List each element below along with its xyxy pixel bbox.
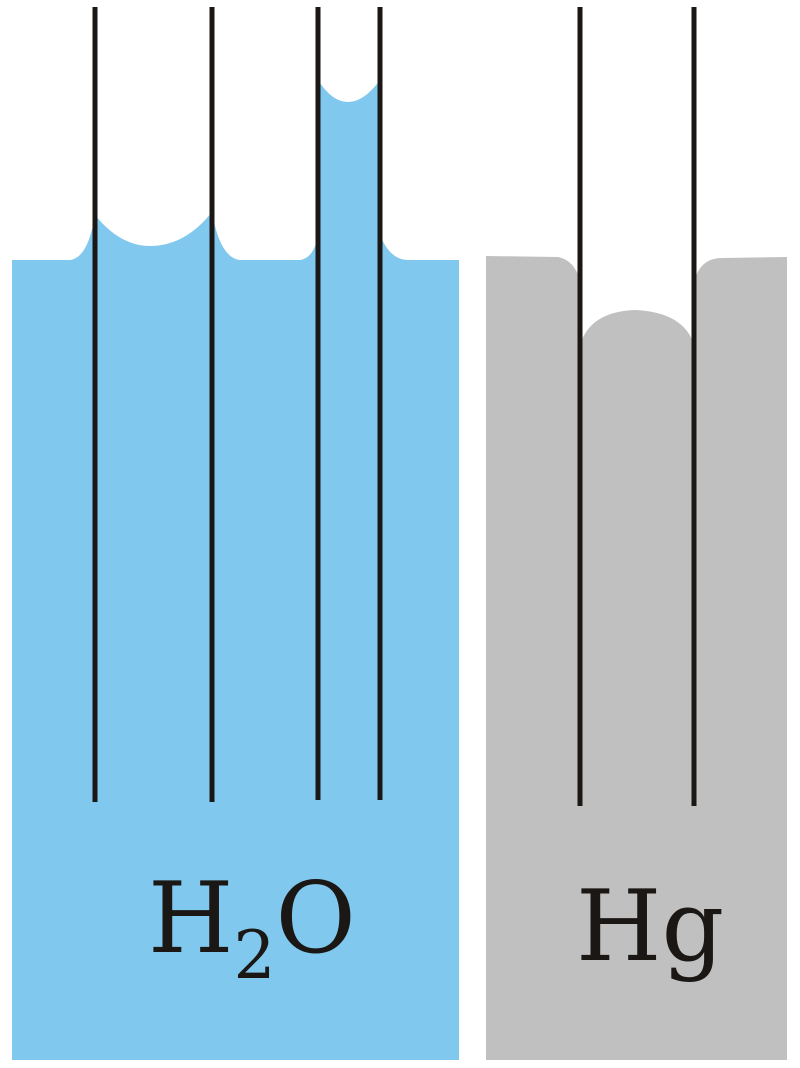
water-label: H2O	[148, 870, 356, 989]
water-label-subscript: 2	[233, 917, 276, 994]
mercury-container	[486, 256, 787, 1060]
capillary-tubes	[92, 7, 697, 806]
water-meniscus-wide-tube	[95, 212, 212, 802]
mercury-meniscus-tube	[580, 310, 694, 806]
water-label-o: O	[275, 862, 356, 976]
water-container	[12, 212, 459, 1060]
water-meniscus-narrow-tube	[318, 80, 380, 800]
mercury-label: Hg	[576, 870, 725, 984]
water-label-h: H	[148, 862, 234, 976]
